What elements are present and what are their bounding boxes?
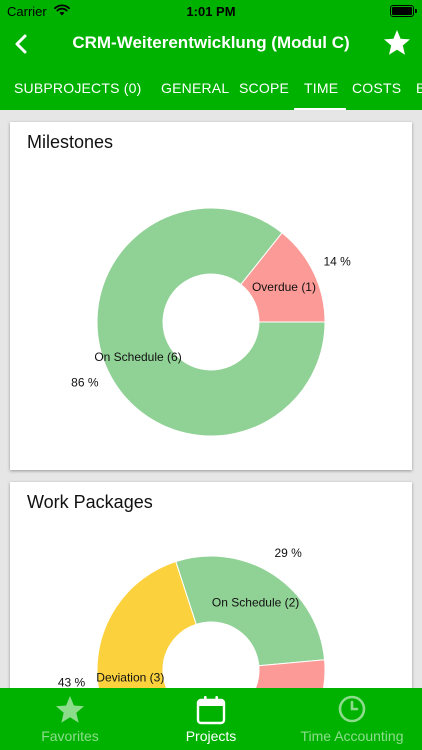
tab-time-accounting[interactable]: Time Accounting xyxy=(282,688,422,750)
pie-slice[interactable] xyxy=(96,560,205,688)
navigation-bar: CRM-Weiterentwicklung (Modul C) xyxy=(0,22,422,66)
section-tabs: SUBPROJECTS (0) GENERAL SCOPE TIME COSTS… xyxy=(0,66,422,110)
tab-time[interactable]: TIME xyxy=(294,66,346,110)
favorite-star-icon[interactable] xyxy=(382,28,412,58)
pie-slice[interactable] xyxy=(240,232,326,323)
milestones-title: Milestones xyxy=(27,132,114,152)
wifi-icon xyxy=(54,4,70,16)
slice-label: Deviation (3) xyxy=(96,670,164,684)
back-chevron-icon[interactable] xyxy=(8,30,36,58)
clock-time: 1:01 PM xyxy=(186,4,236,19)
slice-percent-label: 14 % xyxy=(323,254,351,268)
work-packages-card: Work Packages On Schedule (2) 29 % Deviati… xyxy=(10,482,412,688)
work-packages-chart: On Schedule (2) 29 % Deviation (3) 43 % xyxy=(58,546,326,688)
status-bar: Carrier 1:01 PM xyxy=(0,0,422,22)
milestones-card: Milestones On Schedule (6) 86 % Overdue (1… xyxy=(10,122,412,470)
work-packages-title: Work Packages xyxy=(27,492,153,512)
milestones-chart: On Schedule (6) 86 % Overdue (1) 14 % xyxy=(71,207,351,437)
tab-favorites-label: Favorites xyxy=(41,728,99,744)
carrier-label: Carrier xyxy=(7,4,47,19)
tab-b-truncated[interactable]: B xyxy=(416,80,422,96)
slice-percent-label: 29 % xyxy=(274,546,302,560)
battery-icon xyxy=(390,5,417,17)
tab-scope[interactable]: SCOPE xyxy=(239,80,290,96)
calendar-icon xyxy=(196,696,226,725)
pie-slice[interactable] xyxy=(96,207,326,437)
pie-slice[interactable] xyxy=(175,555,326,667)
slice-label: Overdue (1) xyxy=(252,280,316,294)
tab-general[interactable]: GENERAL xyxy=(161,80,230,96)
star-icon xyxy=(56,696,84,723)
tab-favorites[interactable]: Favorites xyxy=(0,688,140,750)
tab-costs[interactable]: COSTS xyxy=(352,80,402,96)
bottom-tab-bar: Favorites Projects Time Accounting xyxy=(0,688,422,750)
slice-label: On Schedule (6) xyxy=(94,350,181,364)
content-area[interactable]: Milestones On Schedule (6) 86 % Overdue (1… xyxy=(0,110,422,688)
tab-projects[interactable]: Projects xyxy=(141,688,281,750)
slice-label: On Schedule (2) xyxy=(212,595,299,609)
tab-projects-label: Projects xyxy=(185,728,237,744)
tab-subprojects[interactable]: SUBPROJECTS (0) xyxy=(14,80,142,96)
page-title: CRM-Weiterentwicklung (Modul C) xyxy=(72,33,350,52)
slice-percent-label: 86 % xyxy=(71,376,99,390)
pie-slice[interactable] xyxy=(196,659,326,688)
tab-time-accounting-label: Time Accounting xyxy=(300,728,404,744)
slice-percent-label: 43 % xyxy=(58,676,86,688)
clock-icon xyxy=(338,695,366,723)
